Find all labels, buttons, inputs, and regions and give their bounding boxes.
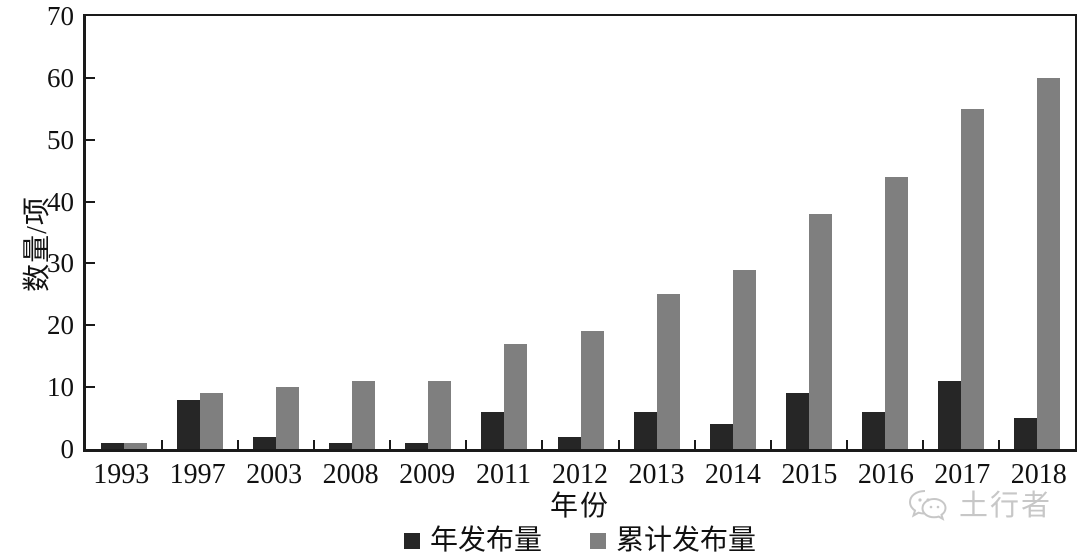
bar-series1-2017 xyxy=(960,108,984,449)
bar-series1-1997 xyxy=(200,393,224,449)
x-tick-label-2017: 2017 xyxy=(934,459,991,490)
legend: 年发布量 累计发布量 xyxy=(83,524,1077,558)
x-tick-mark xyxy=(845,440,848,449)
legend-item-cumulative: 累计发布量 xyxy=(590,525,756,557)
bar-series0-2008 xyxy=(329,442,353,449)
y-tick-mark xyxy=(86,262,95,265)
bar-series0-2013 xyxy=(633,411,657,449)
bar-series0-2009 xyxy=(405,442,429,449)
x-tick-label-2011: 2011 xyxy=(476,459,531,490)
watermark-text: 土行者 xyxy=(959,490,1053,522)
legend-label-cumulative: 累计发布量 xyxy=(616,525,757,556)
legend-item-annual: 年发布量 xyxy=(403,525,542,557)
x-tick-mark xyxy=(617,440,620,449)
x-tick-label-1997: 1997 xyxy=(169,459,226,490)
x-axis-title: 年份 xyxy=(549,491,610,522)
y-tick-mark xyxy=(86,138,95,141)
x-tick-mark xyxy=(693,440,696,449)
y-tick-mark xyxy=(86,386,95,389)
bar-series0-2018 xyxy=(1013,418,1037,449)
x-tick-label-1993: 1993 xyxy=(93,459,150,490)
x-tick-mark xyxy=(237,440,240,449)
y-tick-mark xyxy=(86,324,95,327)
x-tick-mark xyxy=(389,440,392,449)
bar-series0-2003 xyxy=(253,436,277,449)
y-tick-label-30: 30 xyxy=(47,248,74,279)
x-tick-label-2015: 2015 xyxy=(781,459,838,490)
bar-series0-2012 xyxy=(557,436,581,449)
y-tick-label-0: 0 xyxy=(60,434,75,464)
bar-series1-1993 xyxy=(124,442,148,449)
bar-series1-2003 xyxy=(276,387,300,449)
y-tick-mark xyxy=(86,200,95,203)
x-tick-mark xyxy=(161,440,164,449)
x-tick-mark xyxy=(313,440,316,449)
x-tick-label-2014: 2014 xyxy=(704,459,761,490)
legend-label-annual: 年发布量 xyxy=(429,525,542,556)
x-tick-mark xyxy=(769,440,772,449)
plot-area xyxy=(83,14,1077,452)
plot-inner xyxy=(86,16,1075,449)
y-tick-label-50: 50 xyxy=(47,124,74,155)
bar-series0-2014 xyxy=(709,424,733,449)
x-tick-label-2018: 2018 xyxy=(1010,459,1067,490)
x-tick-label-2009: 2009 xyxy=(399,459,456,490)
x-tick-label-2013: 2013 xyxy=(628,459,685,490)
x-tick-mark xyxy=(541,440,544,449)
y-tick-label-60: 60 xyxy=(47,62,74,93)
bar-series1-2012 xyxy=(580,331,604,449)
x-tick-label-2003: 2003 xyxy=(246,459,303,490)
x-tick-mark xyxy=(921,440,924,449)
bar-series1-2013 xyxy=(656,294,680,449)
wechat-icon xyxy=(908,490,947,521)
watermark: 土行者 xyxy=(908,488,1052,524)
y-tick-label-20: 20 xyxy=(47,310,74,341)
bar-series1-2008 xyxy=(352,380,376,449)
x-tick-mark xyxy=(465,440,468,449)
x-tick-label-2016: 2016 xyxy=(857,459,914,490)
bar-series0-2011 xyxy=(481,411,505,449)
bar-series1-2018 xyxy=(1036,77,1060,449)
legend-swatch-annual xyxy=(403,533,420,549)
bar-series0-2017 xyxy=(937,380,961,449)
y-tick-mark xyxy=(86,76,95,79)
bar-series0-1993 xyxy=(101,442,125,449)
x-tick-label-2012: 2012 xyxy=(551,459,608,490)
y-tick-label-70: 70 xyxy=(47,1,74,31)
bar-series1-2009 xyxy=(428,380,452,449)
x-tick-label-2008: 2008 xyxy=(322,459,379,490)
bar-series1-2015 xyxy=(808,213,832,449)
bar-series0-1997 xyxy=(177,399,201,449)
y-tick-label-10: 10 xyxy=(47,372,74,403)
y-tick-label-40: 40 xyxy=(47,186,74,217)
x-tick-mark xyxy=(997,440,1000,449)
bar-series0-2016 xyxy=(861,411,885,449)
legend-swatch-cumulative xyxy=(590,533,606,549)
x-axis-tick-labels: 1993 1997 2003 2008 2009 2011 2012 2013 2014 2015… xyxy=(83,459,1077,493)
bar-series1-2016 xyxy=(884,176,908,449)
bar-series1-2011 xyxy=(504,343,528,449)
bar-series1-2014 xyxy=(732,269,756,449)
bar-series0-2015 xyxy=(785,393,809,449)
